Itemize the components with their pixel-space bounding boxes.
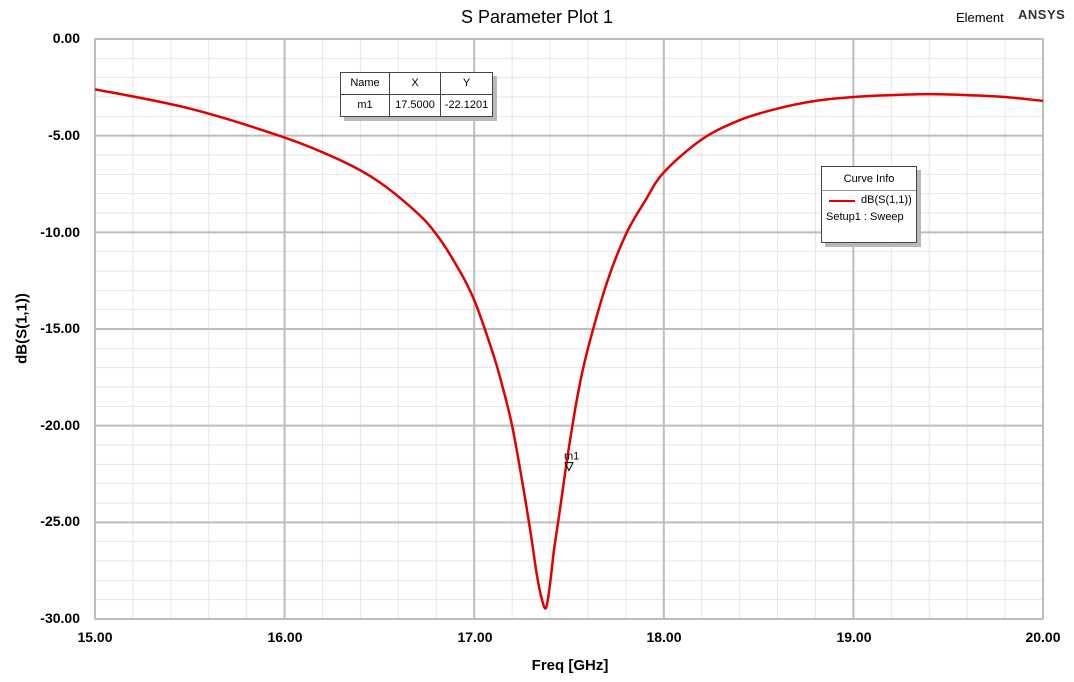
- marker-table-cell-y: -22.1201: [444, 99, 489, 111]
- x-tick-label: 19.00: [836, 629, 872, 645]
- curve-layer: [94, 88, 1044, 610]
- marker-table-header-x: X: [411, 77, 419, 89]
- x-tick-label: 15.00: [77, 629, 113, 645]
- x-tick-label: 17.00: [457, 629, 493, 645]
- marker-m1-label: m1: [564, 451, 579, 463]
- y-axis-label: dB(S(1,1)): [13, 293, 31, 364]
- x-tick-label: 20.00: [1025, 629, 1061, 645]
- y-tick-label: -15.00: [40, 320, 80, 336]
- legend-entry-setup: Setup1 : Sweep: [826, 211, 904, 223]
- y-tick-label: -5.00: [48, 127, 80, 143]
- table-divider: [341, 94, 492, 95]
- ansys-logo: ANSYS: [1018, 7, 1066, 22]
- series-line-s11: [94, 88, 1044, 610]
- marker-m1-triangle: [564, 462, 574, 472]
- marker-table-cell-name: m1: [357, 99, 373, 111]
- marker-table-header-y: Y: [462, 77, 471, 89]
- y-tick-label: 0.00: [52, 30, 80, 46]
- legend-swatch: [829, 200, 855, 202]
- curve-info-legend[interactable]: Curve Info dB(S(1,1)) Setup1 : Sweep: [821, 166, 917, 243]
- legend-title: Curve Info: [822, 167, 916, 191]
- y-tick-label: -10.00: [40, 224, 80, 240]
- chart-title: S Parameter Plot 1: [460, 7, 614, 27]
- marker-table-cell-x: 17.5000: [395, 99, 435, 111]
- y-tick-label: -25.00: [40, 513, 80, 529]
- marker-table[interactable]: Name X Y m1 17.5000 -22.1201: [340, 72, 493, 117]
- marker-layer: m1: [564, 451, 579, 472]
- x-axis-label: Freq [GHz]: [531, 657, 609, 674]
- y-tick-label: -30.00: [40, 610, 80, 626]
- x-tick-label: 16.00: [267, 629, 303, 645]
- element-label: Element: [956, 10, 1004, 25]
- legend-entry-name: dB(S(1,1)): [861, 194, 912, 206]
- y-tick-label: -20.00: [40, 417, 80, 433]
- x-tick-label: 18.00: [646, 629, 682, 645]
- marker-table-header-name: Name: [350, 77, 380, 89]
